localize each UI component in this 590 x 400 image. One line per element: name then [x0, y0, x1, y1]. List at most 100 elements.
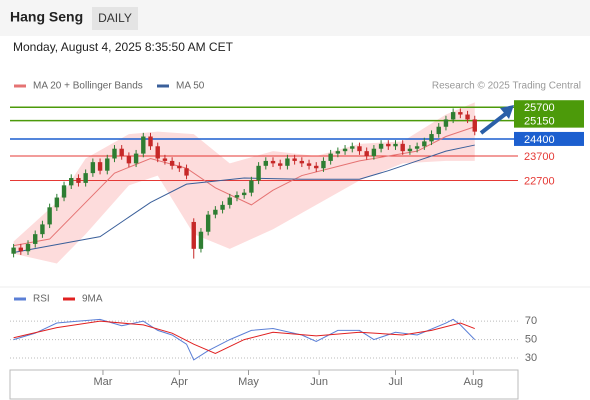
candle-body	[97, 162, 103, 171]
candle-body	[119, 148, 124, 157]
candle-body	[220, 204, 225, 210]
candle-body	[278, 163, 283, 166]
candle-body	[263, 160, 269, 166]
series-line	[13, 320, 475, 354]
candle-body	[436, 126, 441, 135]
candle-body	[400, 143, 405, 152]
candle-body	[321, 160, 326, 169]
x-tick-label: Mar	[93, 376, 112, 388]
candle-body	[18, 247, 24, 252]
candle-body	[350, 146, 355, 149]
y-tick-label: 70	[525, 315, 537, 327]
x-tick-label: Jun	[310, 376, 328, 388]
candle-body	[357, 146, 362, 152]
level-label: 25700	[524, 102, 555, 114]
subtitle: Monday, August 4, 2025 8:35:50 AM CET	[13, 40, 234, 54]
candle-body	[386, 143, 391, 147]
candle-body	[61, 185, 67, 198]
candle-body	[342, 148, 348, 152]
candle-body	[184, 168, 189, 176]
candle-body	[364, 151, 369, 157]
level-box	[514, 131, 584, 146]
candle-body	[292, 158, 297, 161]
candle-body	[429, 134, 434, 142]
x-tick-label: Jul	[388, 376, 402, 388]
candle-body	[162, 158, 168, 161]
candle-body	[141, 136, 146, 154]
forecast-arrow	[479, 110, 510, 135]
ma-line	[13, 144, 475, 253]
level-label: 24400	[524, 134, 555, 146]
x-tick-label: Aug	[464, 376, 484, 388]
interval: DAILY	[98, 11, 132, 25]
header-bar	[0, 0, 590, 36]
level-box	[514, 113, 584, 128]
level-label: 25150	[524, 116, 555, 128]
candle-body	[198, 231, 204, 249]
candle-body	[306, 163, 312, 166]
candle-body	[422, 141, 427, 147]
candle-body	[443, 119, 449, 127]
legend-label: MA 20 + Bollinger Bands	[33, 81, 143, 92]
candle-body	[191, 221, 196, 249]
candle-body	[205, 214, 211, 232]
y-tick-label: 50	[525, 334, 537, 346]
candle-body	[256, 165, 261, 181]
candle-body	[54, 197, 60, 208]
candle-body	[407, 148, 413, 152]
candle-body	[285, 158, 290, 166]
candle-body	[458, 112, 463, 115]
candle-body	[69, 178, 74, 186]
candle-body	[465, 114, 470, 120]
legend-label: RSI	[33, 294, 50, 305]
candle-body	[90, 162, 96, 174]
candle-body	[40, 224, 45, 235]
candle-body	[11, 247, 16, 254]
candle-body	[25, 243, 31, 252]
candle-body	[335, 151, 341, 154]
y-tick-label: 30	[525, 352, 537, 364]
candle-body	[133, 153, 139, 164]
candle-body	[249, 180, 254, 193]
candle-body	[314, 165, 319, 169]
legend-label: MA 50	[176, 81, 205, 92]
candle-body	[450, 112, 456, 120]
forecast-arrow-head	[500, 105, 514, 119]
candle-body	[76, 178, 81, 183]
series-line	[13, 318, 476, 361]
candle-body	[105, 158, 110, 171]
candle-body	[112, 148, 117, 159]
candle-body	[47, 207, 52, 225]
candle-body	[234, 195, 240, 198]
attribution: Research © 2025 Trading Central	[432, 81, 581, 92]
candle-body	[227, 197, 232, 205]
candle-body	[148, 136, 153, 147]
level-box	[514, 100, 584, 115]
candle-body	[33, 234, 38, 244]
candle-body	[371, 148, 377, 157]
candle-body	[270, 160, 276, 164]
candle-body	[393, 143, 398, 147]
candle-body	[213, 209, 218, 215]
candle-body	[299, 160, 305, 164]
candle-body	[241, 192, 247, 196]
candle-body	[169, 160, 175, 166]
candle-body	[378, 143, 384, 149]
candle-body	[328, 153, 333, 161]
x-tick-label: Apr	[171, 376, 188, 388]
level-label: 23700	[524, 151, 555, 163]
candle-body	[472, 119, 477, 132]
level-label: 22700	[524, 175, 555, 187]
bollinger-band	[13, 102, 475, 264]
legend-label: 9MA	[82, 294, 103, 305]
x-axis-box	[9, 369, 519, 400]
candle-body	[177, 165, 182, 169]
candle-body	[414, 146, 420, 149]
candle-body	[155, 146, 160, 159]
candle-body	[83, 173, 88, 183]
chart-title: Hang Seng	[10, 9, 83, 25]
interval-badge	[92, 7, 138, 30]
candle-body	[126, 156, 132, 164]
x-tick-label: May	[238, 376, 259, 388]
